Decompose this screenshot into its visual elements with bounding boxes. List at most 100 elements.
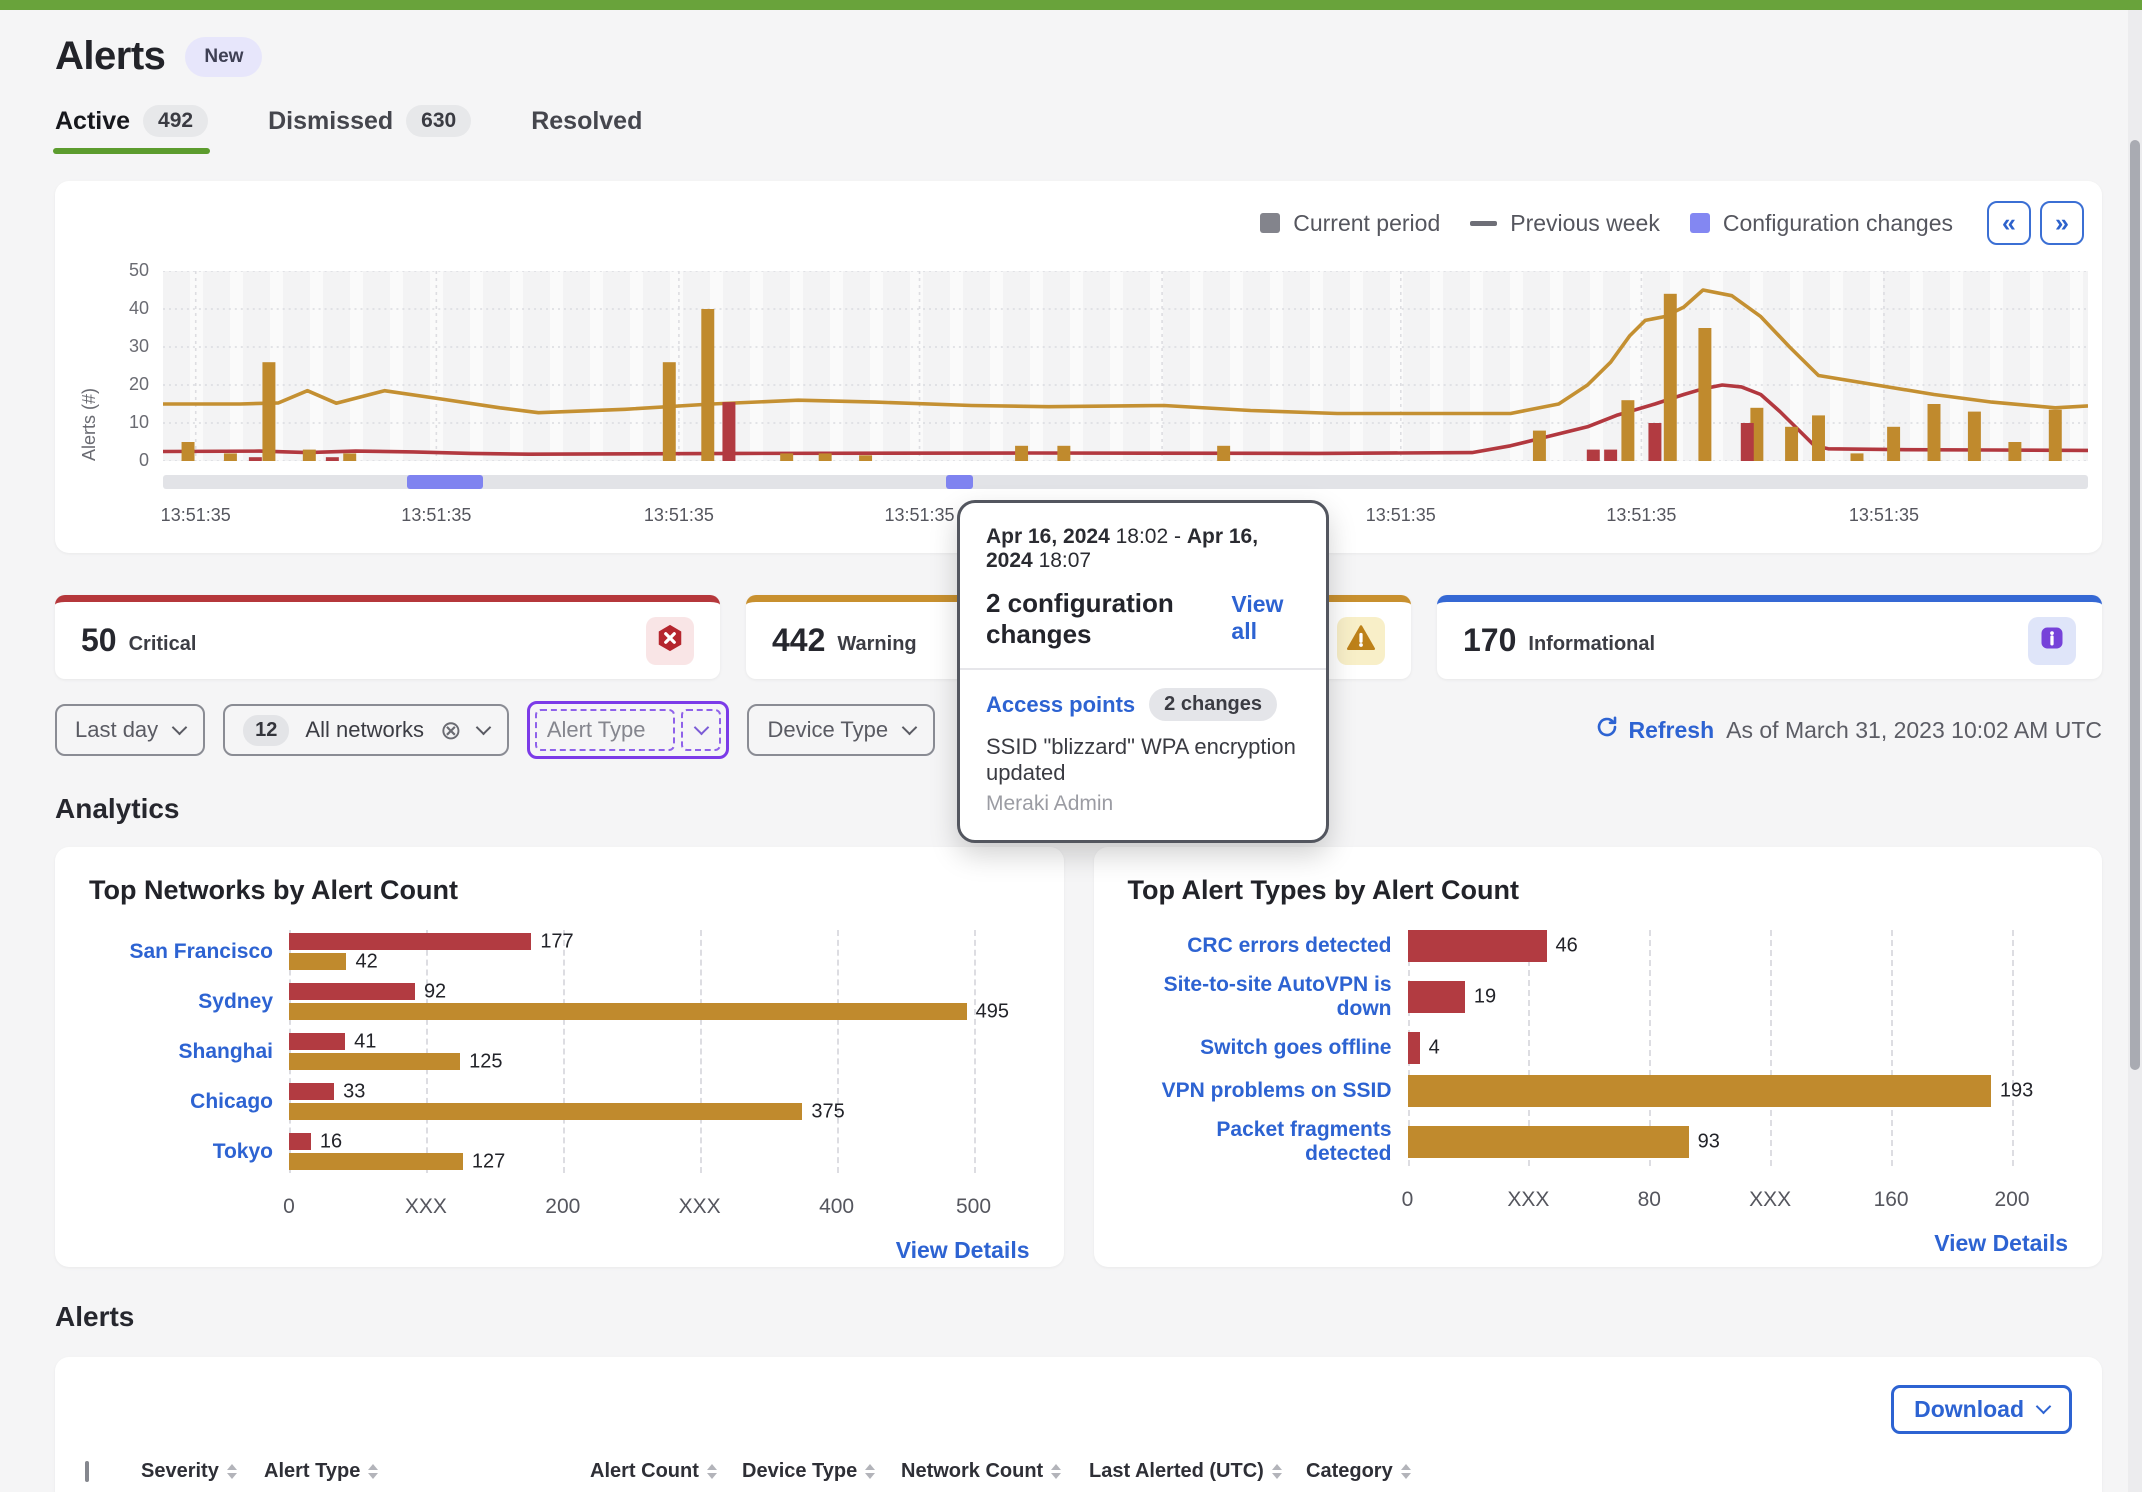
tab-label: Active (55, 107, 130, 136)
device-category-link[interactable]: Access points (986, 692, 1135, 718)
chart-scroll-right-button[interactable]: » (2040, 201, 2084, 245)
alert-type-chevron-box[interactable] (681, 709, 721, 751)
sort-icon[interactable] (1051, 1464, 1061, 1479)
chevron-down-icon (172, 719, 188, 735)
column-header-alert-type[interactable]: Alert Type (264, 1460, 590, 1483)
device-type-dropdown[interactable]: Device Type (747, 704, 935, 756)
x-axis-tick: 160 (1874, 1188, 1909, 1212)
bar-category-link[interactable]: Chicago (89, 1090, 289, 1114)
critical-iconbox (646, 617, 694, 665)
column-header-device-type[interactable]: Device Type (742, 1460, 901, 1483)
legend-label: Previous week (1510, 210, 1660, 237)
tab-resolved[interactable]: Resolved (531, 105, 642, 137)
bar-category-link[interactable]: San Francisco (89, 940, 289, 964)
tab-bar: Active 492 Dismissed 630 Resolved (55, 105, 2102, 155)
view-details-link[interactable]: View Details (1128, 1230, 2069, 1257)
bar-category-link[interactable]: Tokyo (89, 1140, 289, 1164)
bar-row: San Francisco17742 (89, 930, 1030, 973)
critical-summary-card[interactable]: 50 Critical (55, 595, 720, 679)
scrollbar[interactable] (2128, 10, 2142, 1492)
scrollbar-thumb[interactable] (2130, 140, 2140, 1070)
top-networks-card: Top Networks by Alert Count San Francisc… (55, 847, 1064, 1267)
timeseries-plot[interactable] (163, 257, 2088, 461)
sort-icon[interactable] (865, 1464, 875, 1479)
column-header-network-count[interactable]: Network Count (901, 1460, 1089, 1483)
network-count-badge: 12 (243, 715, 289, 746)
bar-value-label: 16 (320, 1130, 342, 1153)
hbar-rows: CRC errors detected 46 Site-to-site AutoVP… (1128, 930, 2069, 1166)
config-change-marker[interactable] (946, 475, 973, 489)
select-all-checkbox[interactable] (85, 1461, 89, 1482)
bar-row: Shanghai41125 (89, 1030, 1030, 1073)
bar-value-label: 193 (2000, 1080, 2033, 1103)
critical-bar (1408, 981, 1465, 1013)
config-change-timeline[interactable] (163, 475, 2088, 489)
time-range-dropdown[interactable]: Last day (55, 704, 205, 756)
clear-filter-icon[interactable]: ⊗ (440, 717, 462, 743)
bar-category-link[interactable]: Shanghai (89, 1040, 289, 1064)
page-title: Alerts (55, 34, 165, 79)
change-description: SSID "blizzard" WPA encryption updated (986, 734, 1300, 786)
warning-bar (289, 1003, 967, 1020)
time-range-value: Last day (75, 717, 158, 743)
bar-category-link[interactable]: Switch goes offline (1128, 1036, 1408, 1060)
alert-type-dropdown[interactable]: Alert Type (527, 701, 730, 759)
chart-scroll-left-button[interactable]: « (1987, 201, 2031, 245)
bar-value-label: 127 (472, 1150, 505, 1173)
x-axis-tick: 80 (1638, 1188, 1661, 1212)
config-changes-swatch (1690, 213, 1710, 233)
x-axis-tick: 13:51:35 (644, 505, 714, 526)
view-all-link[interactable]: View all (1231, 591, 1300, 645)
y-axis-tick: 40 (129, 298, 149, 319)
sort-icon[interactable] (1272, 1464, 1282, 1479)
bar-category-link[interactable]: Site-to-site AutoVPN is down (1128, 973, 1408, 1021)
device-type-value: Device Type (767, 717, 888, 743)
alerts-table-heading: Alerts (55, 1301, 2102, 1333)
sort-icon[interactable] (227, 1464, 237, 1479)
bar-category-link[interactable]: Sydney (89, 990, 289, 1014)
informational-count: 170 (1463, 622, 1516, 659)
sort-icon[interactable] (368, 1464, 378, 1479)
warning-bar (1408, 1075, 1991, 1107)
sort-icon[interactable] (1401, 1464, 1411, 1479)
view-details-link[interactable]: View Details (89, 1237, 1030, 1264)
sort-icon[interactable] (707, 1464, 717, 1479)
x-axis-tick: XXX (405, 1195, 447, 1219)
legend-config-changes: Configuration changes (1690, 210, 1953, 237)
y-axis: Alerts (#) 01020304050 (77, 257, 163, 461)
x-axis-tick: 13:51:35 (884, 505, 954, 526)
tab-count-badge: 630 (406, 105, 471, 137)
bar-value-label: 46 (1556, 935, 1578, 958)
warning-label: Warning (837, 633, 916, 656)
column-label: Network Count (901, 1460, 1043, 1483)
config-change-marker[interactable] (407, 475, 482, 489)
x-axis: 0XXX200XXX400500 (289, 1189, 974, 1219)
start-date: Apr 16, 2024 (986, 525, 1110, 548)
column-header-severity[interactable]: Severity (141, 1460, 264, 1483)
bar-category-link[interactable]: Packet fragments detected (1128, 1118, 1408, 1166)
bar-category-link[interactable]: CRC errors detected (1128, 934, 1408, 958)
critical-label: Critical (129, 633, 197, 656)
bar-value-label: 93 (1698, 1131, 1720, 1154)
tooltip-date-range: Apr 16, 2024 18:02 - Apr 16, 2024 18:07 (986, 525, 1300, 573)
download-label: Download (1914, 1396, 2024, 1423)
x-axis-tick: 0 (1402, 1188, 1414, 1212)
alerts-timeseries-card: Current period Previous week Configurati… (55, 181, 2102, 553)
tab-active[interactable]: Active 492 (55, 105, 208, 137)
top-networks-chart: San Francisco17742Sydney92495Shanghai411… (89, 930, 1030, 1219)
informational-summary-card[interactable]: 170 Informational (1437, 595, 2102, 679)
critical-bar (289, 983, 415, 1000)
tab-dismissed[interactable]: Dismissed 630 (268, 105, 471, 137)
column-header-last-alerted-utc[interactable]: Last Alerted (UTC) (1089, 1460, 1306, 1483)
config-changes-tooltip: Apr 16, 2024 18:02 - Apr 16, 2024 18:07 … (957, 500, 1329, 843)
bar-category-link[interactable]: VPN problems on SSID (1128, 1079, 1408, 1103)
networks-dropdown[interactable]: 12 All networks ⊗ (223, 704, 509, 756)
refresh-button[interactable]: Refresh (1595, 715, 1714, 745)
column-header-alert-count[interactable]: Alert Count (590, 1460, 742, 1483)
legend-previous-week: Previous week (1470, 210, 1660, 237)
download-button[interactable]: Download (1891, 1385, 2072, 1434)
warning-bar (289, 1103, 802, 1120)
alerts-table-card: Download SeverityAlert TypeAlert CountDe… (55, 1357, 2102, 1492)
column-header-category[interactable]: Category (1306, 1460, 1466, 1483)
info-square-icon (2038, 624, 2066, 657)
